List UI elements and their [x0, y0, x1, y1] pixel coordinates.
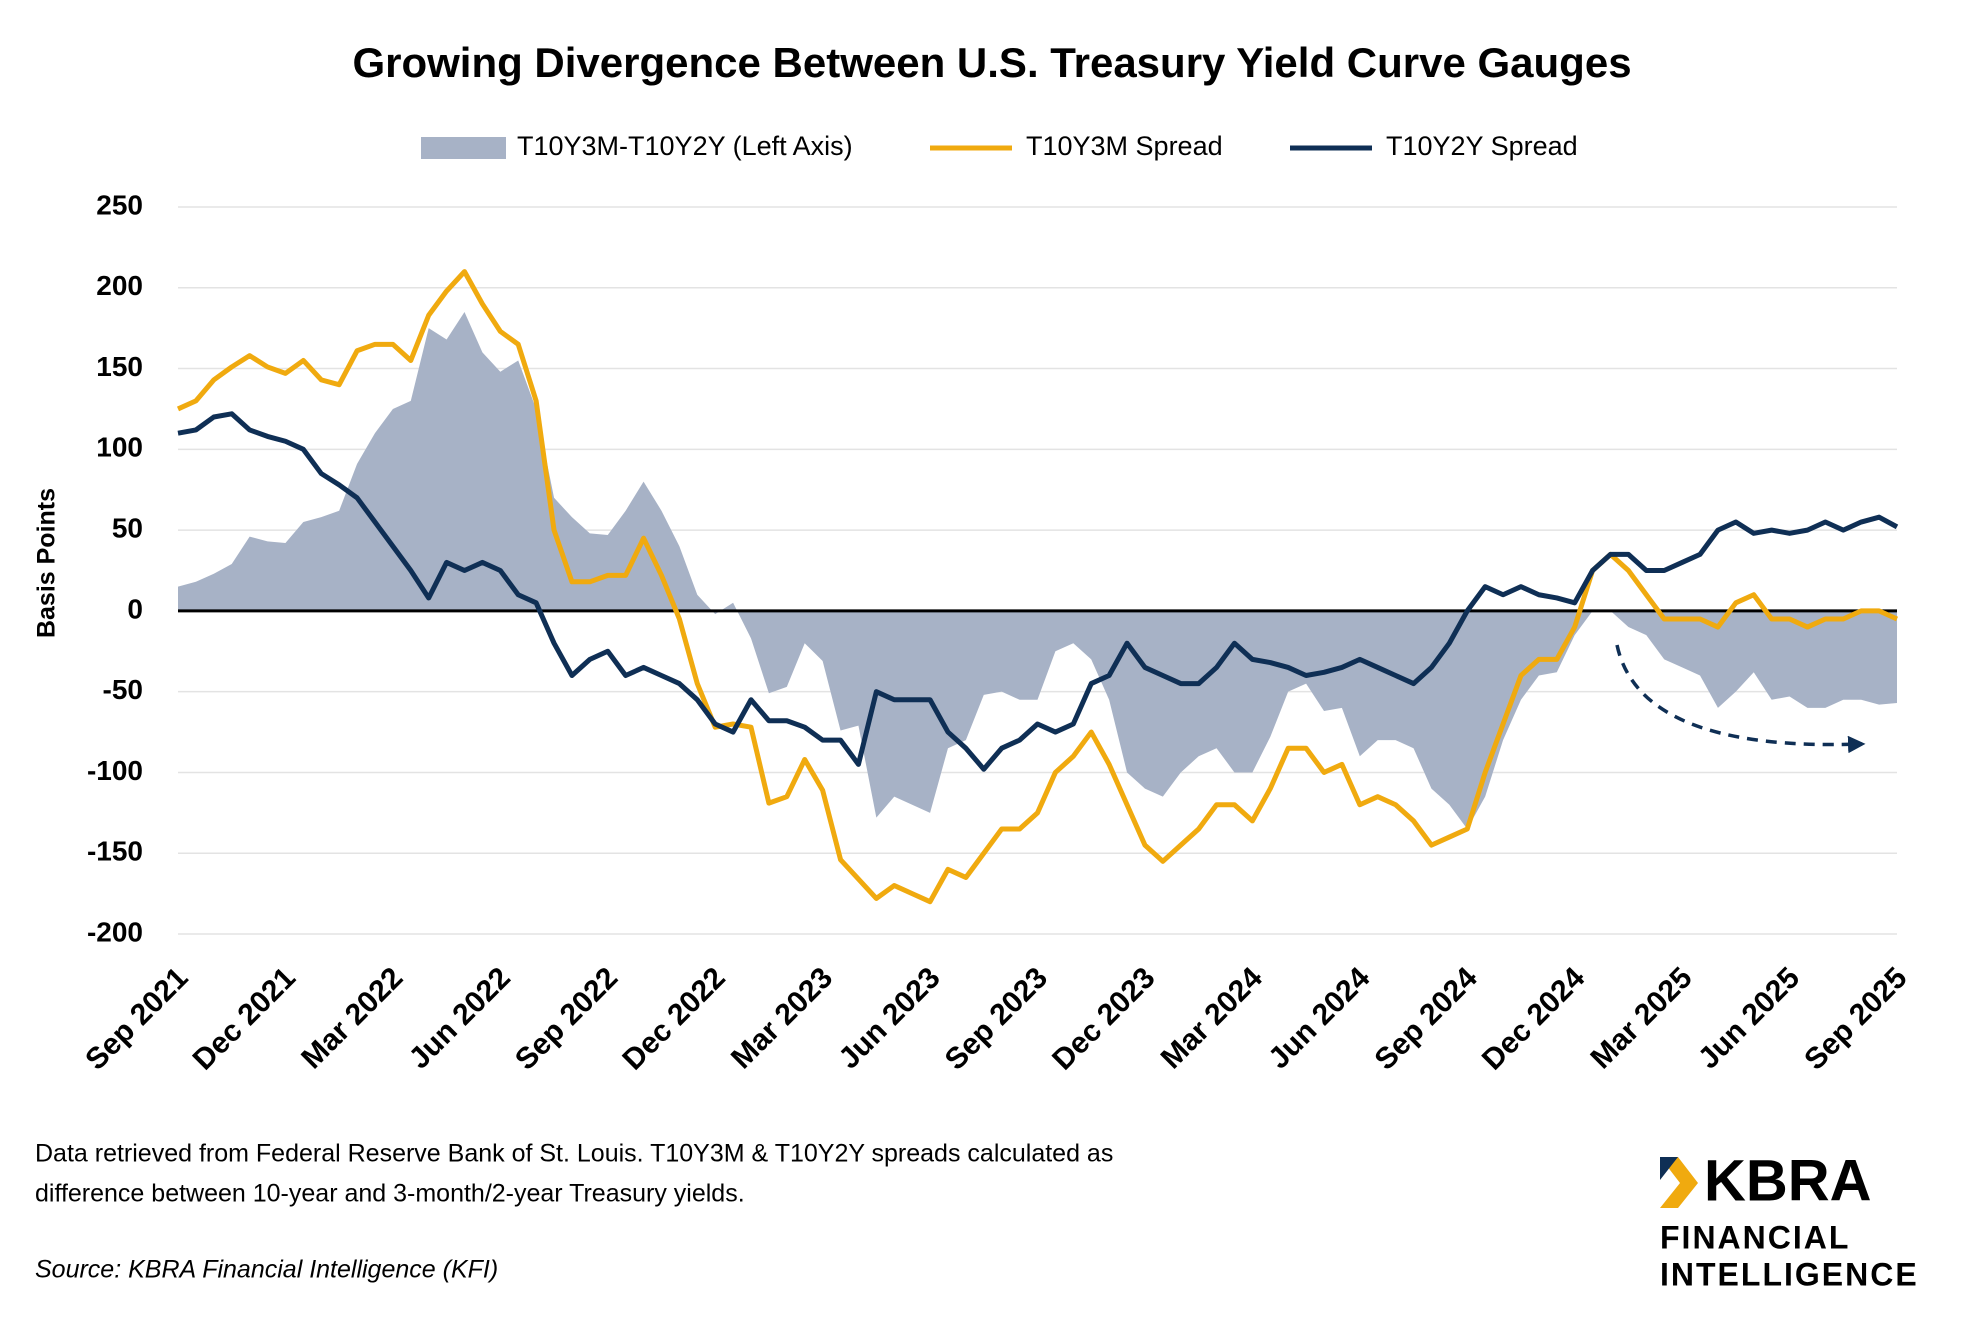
x-tick-label: Jun 2022 — [403, 961, 517, 1075]
x-tick-label: Sep 2022 — [509, 961, 624, 1076]
line — [177, 411, 1899, 772]
y-tick-label: -50 — [103, 674, 143, 705]
y-tick-label: -100 — [87, 755, 143, 786]
x-tick-label: Mar 2025 — [1585, 961, 1699, 1075]
x-tick-label: Jun 2025 — [1692, 961, 1806, 1075]
x-tick-label: Dec 2021 — [187, 961, 302, 1076]
x-tick-label: Dec 2023 — [1046, 961, 1161, 1076]
y-tick-label: -200 — [87, 916, 143, 947]
legend-label: T10Y3M Spread — [1026, 131, 1223, 161]
x-tick-label: Dec 2024 — [1476, 961, 1592, 1077]
x-tick-label: Sep 2023 — [939, 961, 1054, 1076]
x-tick-label: Mar 2022 — [295, 961, 409, 1075]
x-tick-label: Sep 2021 — [79, 961, 194, 1076]
y-tick-label: 150 — [96, 351, 143, 382]
x-tick-label: Jun 2024 — [1262, 961, 1376, 1075]
x-tick-label: Sep 2024 — [1368, 961, 1484, 1077]
logo-icon — [1660, 1157, 1698, 1208]
footnote-line: Data retrieved from Federal Reserve Bank… — [35, 1140, 1113, 1168]
y-tick-label: 250 — [96, 189, 143, 220]
x-tick-label: Jun 2023 — [832, 961, 946, 1075]
area — [178, 312, 1897, 829]
legend-label: T10Y2Y Spread — [1386, 131, 1578, 161]
y-tick-label: 100 — [96, 432, 143, 463]
legend-label: T10Y3M-T10Y2Y (Left Axis) — [517, 131, 853, 161]
source: Source: KBRA Financial Intelligence (KFI… — [35, 1256, 498, 1284]
y-tick-label: 200 — [96, 270, 143, 301]
logo-icon — [1660, 1157, 1678, 1180]
logo-line: INTELLIGENCE — [1660, 1256, 1919, 1292]
y-axis-label: Basis Points — [33, 488, 61, 638]
x-tick-label: Dec 2022 — [616, 961, 731, 1076]
trend-arrow — [1615, 644, 1866, 754]
footnote-line: difference between 10-year and 3-month/2… — [35, 1180, 745, 1208]
logo-line: FINANCIAL — [1660, 1219, 1850, 1255]
x-tick-label: Sep 2025 — [1798, 961, 1913, 1076]
y-tick-label: 0 — [127, 593, 143, 624]
logo-name: KBRA — [1704, 1148, 1872, 1213]
logo: KBRA FINANCIAL INTELLIGENCE — [1660, 1148, 1919, 1292]
x-tick-label: Mar 2023 — [725, 961, 839, 1075]
legend-swatch — [421, 137, 506, 159]
x-tick-label: Mar 2024 — [1155, 961, 1269, 1075]
y-tick-label: -150 — [87, 836, 143, 867]
chart-title: Growing Divergence Between U.S. Treasury… — [352, 39, 1631, 86]
y-tick-label: 50 — [112, 513, 143, 544]
